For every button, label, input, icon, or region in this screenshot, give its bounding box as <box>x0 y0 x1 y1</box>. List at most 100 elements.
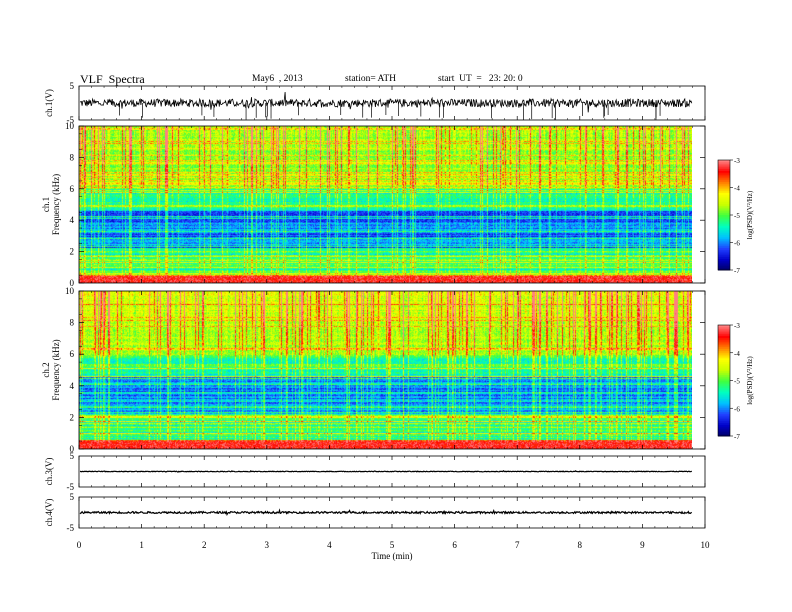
ch2-spectrogram-colorbar-segment <box>718 376 730 380</box>
ch2-spectrogram-colorbar-segment <box>718 406 730 409</box>
ch1-spectrogram-colorbar-segment <box>718 218 730 221</box>
ch2-spectrogram-colorbar-segment <box>718 386 730 389</box>
ch1-spectrogram-colorbar-segment <box>718 268 730 271</box>
ch1-spectrogram-ytick-label: 8 <box>70 152 75 162</box>
ch2-spectrogram-colorbar-segment <box>718 413 730 417</box>
ch2-spectrogram-colorbar-segment <box>718 434 730 437</box>
x-tick-label: 5 <box>390 540 395 550</box>
ch1-spectrogram-colorbar-segment <box>718 198 730 201</box>
ch2-spectrogram-colorbar-segment <box>718 349 730 352</box>
ch2-spectrogram-colorbar-segment <box>718 365 730 369</box>
ch1-spectrogram-colorbar-segment <box>718 171 730 174</box>
ch2-spectrogram-colorbar-segment <box>718 356 730 359</box>
ch2-spectrogram-colorbar-segment <box>718 350 730 354</box>
ch1-spectrogram-colorbar-segment <box>718 172 730 176</box>
ch1-spectrogram-colorbar-segment <box>718 200 730 203</box>
ch2-spectrogram-colorbar-segment <box>718 423 730 426</box>
ch1-spectrogram-colorbar-segment <box>718 161 730 165</box>
ch1-spectrogram-colorbar-segment <box>718 227 730 231</box>
ch2-spectrogram-colorbar-segment <box>718 343 730 346</box>
ch2-spectrogram-colorbar-tick-label: -4 <box>734 350 740 358</box>
ch1-spectrogram-colorbar-segment <box>718 209 730 212</box>
ch2-spectrogram-colorbar-segment <box>718 371 730 374</box>
ch2-spectrogram-colorbar-segment <box>718 363 730 367</box>
ch2-spectrogram-colorbar-segment <box>718 378 730 381</box>
ch1-spectrogram-colorbar-segment <box>718 235 730 238</box>
ch2-spectrogram-colorbar-segment <box>718 373 730 376</box>
ch2-spectrogram-colorbar-tick-label: -5 <box>734 378 740 386</box>
ch1-spectrogram-colorbar-segment <box>718 255 730 258</box>
ch2-spectrogram-colorbar-segment <box>718 421 730 424</box>
ch2-spectrogram-colorbar-segment <box>718 408 730 411</box>
ch2-spectrogram-ytick-label: 2 <box>70 412 75 422</box>
ch2-spectrogram-colorbar-segment <box>718 404 730 407</box>
ch1-spectrogram-colorbar-segment <box>718 196 730 199</box>
x-tick-label: 10 <box>701 540 711 550</box>
ch1-spectrogram-colorbar-segment <box>718 253 730 256</box>
ch2-spectrogram-colorbar-segment <box>718 328 730 332</box>
ch2-spectrogram-colorbar-segment <box>718 360 730 363</box>
ch4-waveform-ytick-label: -5 <box>67 523 75 533</box>
x-tick-label: 4 <box>327 540 332 550</box>
ch2-spectrogram-colorbar-segment <box>718 430 730 433</box>
ch1-spectrogram-colorbar-segment <box>718 220 730 223</box>
ch1-spectrogram-colorbar-segment <box>718 260 730 264</box>
ch1-spectrogram-colorbar-segment <box>718 231 730 234</box>
ch1-spectrogram-channel-label: ch.1 <box>41 197 51 212</box>
ch2-spectrogram-colorbar-segment <box>718 341 730 344</box>
ch1-spectrogram-colorbar-segment <box>718 262 730 265</box>
ch2-spectrogram-channel-label: ch.2 <box>41 362 51 377</box>
ch2-spectrogram-colorbar-segment <box>718 339 730 343</box>
ch1-spectrogram-colorbar-tick-label: -5 <box>734 212 740 220</box>
ch1-spectrogram-colorbar-tick-label: -6 <box>734 240 740 248</box>
ch2-spectrogram-colorbar-segment <box>718 387 730 391</box>
ch1-waveform-ylabel: ch.1(V) <box>44 89 54 117</box>
x-tick-label: 3 <box>265 540 270 550</box>
ch1-spectrogram-colorbar-segment <box>718 182 730 185</box>
ch2-spectrogram-colorbar-segment <box>718 380 730 383</box>
ch1-spectrogram-colorbar-segment <box>718 266 730 269</box>
ch2-spectrogram-colorbar-segment <box>718 419 730 422</box>
ch1-spectrogram-ytick-label: 2 <box>70 247 75 257</box>
ch1-spectrogram-colorbar-segment <box>718 229 730 232</box>
ch2-spectrogram-colorbar-segment <box>718 337 730 341</box>
ch2-spectrogram-colorbar-segment <box>718 334 730 337</box>
ch1-spectrogram-colorbar-segment <box>718 165 730 168</box>
ch2-spectrogram-colorbar-segment <box>718 417 730 420</box>
x-axis-label: Time (min) <box>372 551 413 561</box>
ch1-spectrogram-colorbar-segment <box>718 187 730 190</box>
ch1-spectrogram-colorbar-segment <box>718 174 730 177</box>
ch4-waveform-trace <box>79 508 693 517</box>
ch1-spectrogram-colorbar-segment <box>718 160 730 163</box>
ch2-spectrogram-colorbar-tick-label: -7 <box>734 433 740 441</box>
figure-date: May6 , 2013 <box>252 74 303 84</box>
ch2-spectrogram-colorbar-tick-label: -3 <box>734 322 740 330</box>
figure-start-time: start UT = 23: 20: 0 <box>438 74 523 84</box>
ch1-spectrogram-colorbar-segment <box>718 246 730 249</box>
ch2-spectrogram-colorbar-segment <box>718 411 730 415</box>
ch1-spectrogram-colorbar-segment <box>718 204 730 207</box>
ch1-spectrogram-colorbar-segment <box>718 249 730 253</box>
ch2-spectrogram-colorbar-segment <box>718 367 730 370</box>
ch1-spectrogram-colorbar-segment <box>718 238 730 242</box>
ch1-waveform-ytick-label: 5 <box>70 81 75 91</box>
ch3-waveform-trace <box>79 470 693 473</box>
figure-title: VLF Spectra <box>80 72 145 86</box>
ch1-spectrogram-colorbar-segment <box>718 189 730 192</box>
ch1-spectrogram-ylabel: Frequency (kHz) <box>51 174 61 235</box>
ch2-spectrogram-colorbar-segment <box>718 395 730 398</box>
ch2-spectrogram-colorbar-segment <box>718 399 730 402</box>
ch2-spectrogram-colorbar-segment <box>718 391 730 394</box>
figure-station: station= ATH <box>345 74 397 84</box>
ch1-spectrogram-image <box>79 126 692 283</box>
ch2-spectrogram-colorbar-segment <box>718 345 730 348</box>
ch1-spectrogram-colorbar-segment <box>718 222 730 225</box>
ch1-spectrogram-canvas <box>79 126 692 283</box>
ch2-spectrogram-ytick-label: 10 <box>65 286 75 296</box>
ch2-spectrogram-colorbar-segment <box>718 354 730 357</box>
ch2-spectrogram-colorbar-segment <box>718 389 730 393</box>
ch2-spectrogram-colorbar-segment <box>718 326 730 330</box>
ch3-waveform-ytick-label: -5 <box>67 482 75 492</box>
ch2-spectrogram-colorbar-segment <box>718 336 730 339</box>
